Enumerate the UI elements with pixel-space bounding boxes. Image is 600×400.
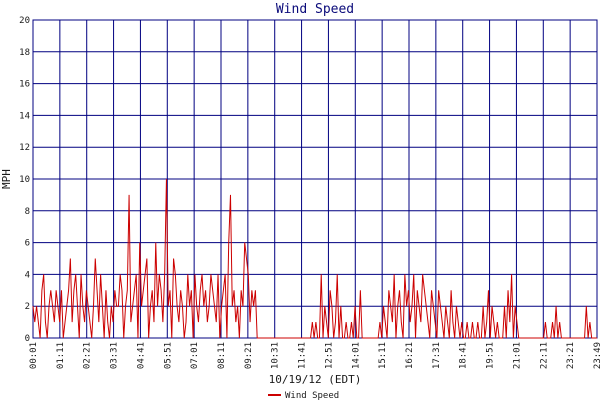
x-tick-label: 18:41 (459, 342, 469, 369)
y-tick-label: 4 (25, 270, 30, 280)
y-axis-ticks: 0 2 4 6 8 10 12 14 16 18 20 (19, 16, 30, 344)
y-tick-label: 20 (19, 16, 30, 26)
x-tick-label: 00:01 (29, 342, 39, 369)
x-tick-label: 10:31 (271, 342, 281, 369)
x-tick-label: 05:51 (163, 342, 173, 369)
x-tick-label: 21:01 (512, 342, 522, 369)
chart-title: Wind Speed (276, 2, 354, 17)
legend-label: Wind Speed (285, 391, 339, 400)
x-tick-label: 23:21 (566, 342, 576, 369)
x-tick-label: 08:11 (217, 342, 227, 369)
grid (33, 20, 597, 338)
x-tick-label: 23:49 (593, 342, 600, 369)
x-tick-label: 09:21 (244, 342, 254, 369)
y-tick-label: 6 (25, 239, 30, 249)
x-tick-label: 11:41 (298, 342, 308, 369)
x-axis-label: 10/19/12 (EDT) (269, 373, 362, 386)
y-axis-label: MPH (0, 169, 13, 189)
x-tick-label: 01:11 (56, 342, 66, 369)
x-axis-ticks: 00:01 01:11 02:21 03:31 04:41 05:51 07:01 08:11… (29, 342, 600, 369)
y-tick-label: 10 (19, 175, 30, 185)
y-tick-label: 18 (19, 48, 30, 58)
legend: Wind Speed (268, 391, 339, 400)
x-tick-label: 12:51 (324, 342, 334, 369)
y-tick-label: 2 (25, 302, 30, 312)
x-tick-label: 04:41 (136, 342, 146, 369)
x-tick-label: 16:21 (405, 342, 415, 369)
y-tick-label: 0 (25, 334, 30, 344)
x-tick-label: 03:31 (110, 342, 120, 369)
y-tick-label: 12 (19, 143, 30, 153)
series-group (32, 178, 597, 339)
x-tick-label: 02:21 (83, 342, 93, 369)
series-line-wind-speed (32, 178, 597, 339)
x-tick-label: 22:11 (539, 342, 549, 369)
x-tick-label: 17:31 (432, 342, 442, 369)
y-tick-label: 16 (19, 80, 30, 90)
x-tick-label: 15:11 (378, 342, 388, 369)
y-tick-label: 8 (25, 207, 30, 217)
x-tick-label: 19:51 (486, 342, 496, 369)
x-tick-label: 07:01 (190, 342, 200, 369)
x-tick-label: 14:01 (351, 342, 361, 369)
y-tick-label: 14 (19, 111, 30, 121)
